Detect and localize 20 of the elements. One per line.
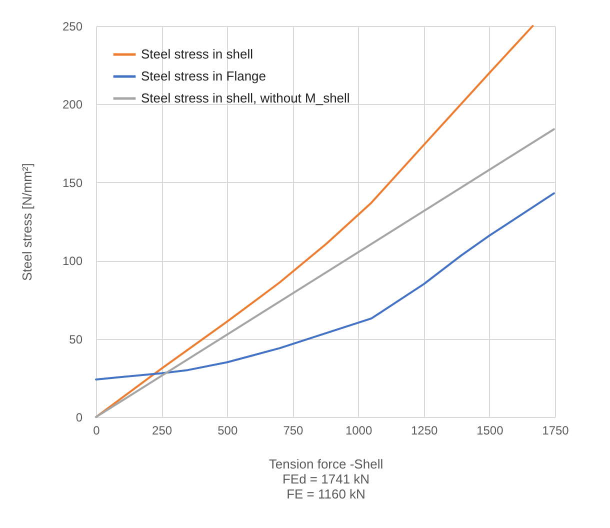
- x-tick-label: 1000: [345, 424, 372, 438]
- legend-label: Steel stress in shell: [141, 46, 254, 62]
- legend-label: Steel stress in Flange: [141, 68, 266, 84]
- x-tick-label: 0: [93, 424, 100, 438]
- x-tick-label: 1250: [411, 424, 438, 438]
- line-series: [95, 192, 555, 380]
- x-tick-label: 750: [283, 424, 304, 438]
- y-tick-label: 50: [69, 332, 83, 346]
- y-axis-title: Steel stress [N/mm²]: [19, 163, 34, 281]
- x-tick-label: 250: [152, 424, 172, 438]
- x-tick-label: 1500: [476, 424, 504, 438]
- y-tick-label: 200: [62, 98, 83, 112]
- y-tick-label: 100: [62, 254, 83, 268]
- x-axis-title: Tension force -Shell FEd = 1741 kN FE = 1160 kN: [268, 456, 384, 502]
- y-tick-label: 150: [62, 176, 83, 190]
- legend-label: Steel stress in shell, without M_shell: [141, 90, 350, 106]
- x-tick-label: 1750: [542, 424, 570, 438]
- y-tick-label: 250: [62, 20, 83, 34]
- x-tick-label: 500: [218, 424, 238, 438]
- y-tick-label: 0: [76, 410, 83, 424]
